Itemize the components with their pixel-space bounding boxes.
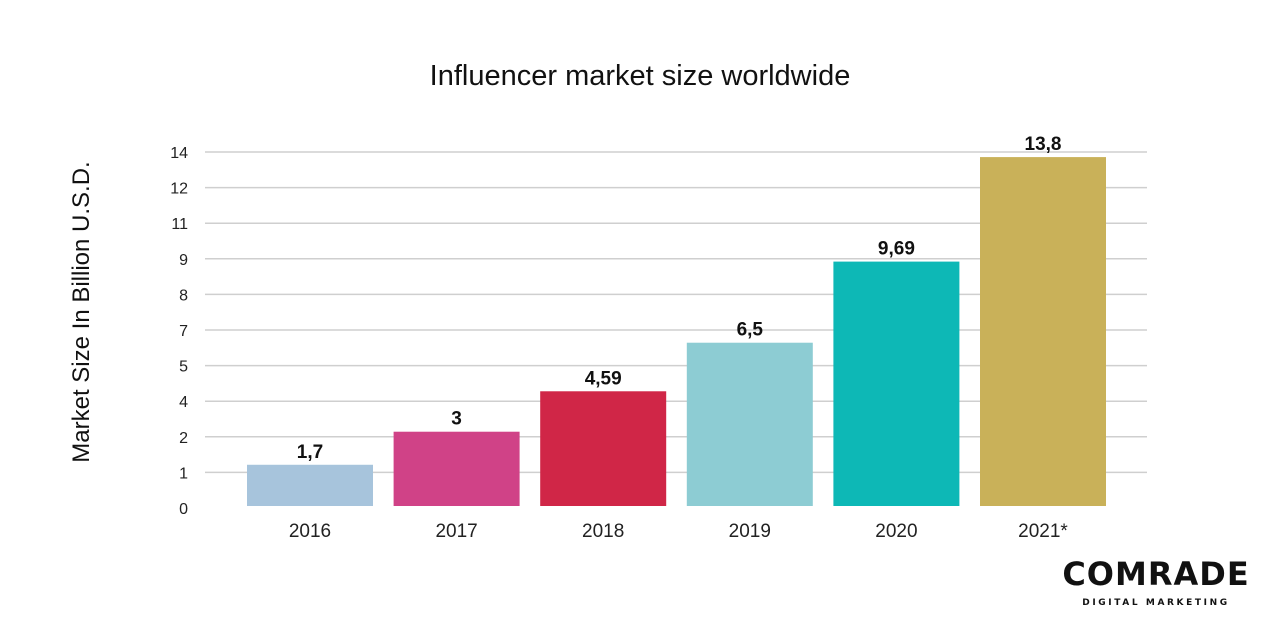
data-label: 6,5 — [737, 320, 764, 341]
chart-title: Influencer market size worldwide — [429, 60, 851, 92]
logo-tagline: DIGITAL MARKETING — [1082, 598, 1230, 608]
bar-2017 — [393, 431, 520, 506]
bar-2019 — [686, 342, 813, 506]
y-tick-label: 2 — [179, 430, 188, 447]
y-tick-label: 1 — [179, 465, 188, 482]
y-tick-label: 14 — [170, 145, 188, 162]
y-tick-label: 4 — [179, 394, 188, 411]
x-tick-label: 2021* — [1018, 521, 1068, 542]
data-label: 9,69 — [878, 239, 915, 260]
data-label: 13,8 — [1025, 134, 1062, 155]
x-tick-label: 2020 — [875, 521, 917, 542]
bar-2021 — [980, 157, 1106, 507]
bar-2018 — [540, 391, 667, 506]
y-tick-label: 5 — [179, 359, 188, 376]
y-tick-label: 9 — [179, 252, 188, 269]
x-tick-label: 2019 — [729, 521, 771, 542]
logo-name: COMRADE — [1062, 555, 1250, 593]
y-tick-label: 7 — [179, 323, 188, 340]
bar-2016 — [247, 464, 373, 506]
x-tick-label: 2018 — [582, 521, 624, 542]
y-tick-label: 12 — [170, 181, 188, 198]
comrade-logo: COMRADE DIGITAL MARKETING — [1050, 556, 1262, 608]
data-label: 1,7 — [297, 442, 323, 463]
data-label: 3 — [451, 409, 462, 430]
data-label: 4,59 — [585, 368, 622, 389]
x-tick-label: 2017 — [435, 521, 477, 542]
y-tick-label: 0 — [179, 501, 188, 518]
x-tick-label: 2016 — [289, 521, 331, 542]
y-tick-label: 8 — [179, 287, 188, 304]
y-tick-label: 11 — [171, 216, 188, 233]
bar-2020 — [833, 261, 960, 506]
